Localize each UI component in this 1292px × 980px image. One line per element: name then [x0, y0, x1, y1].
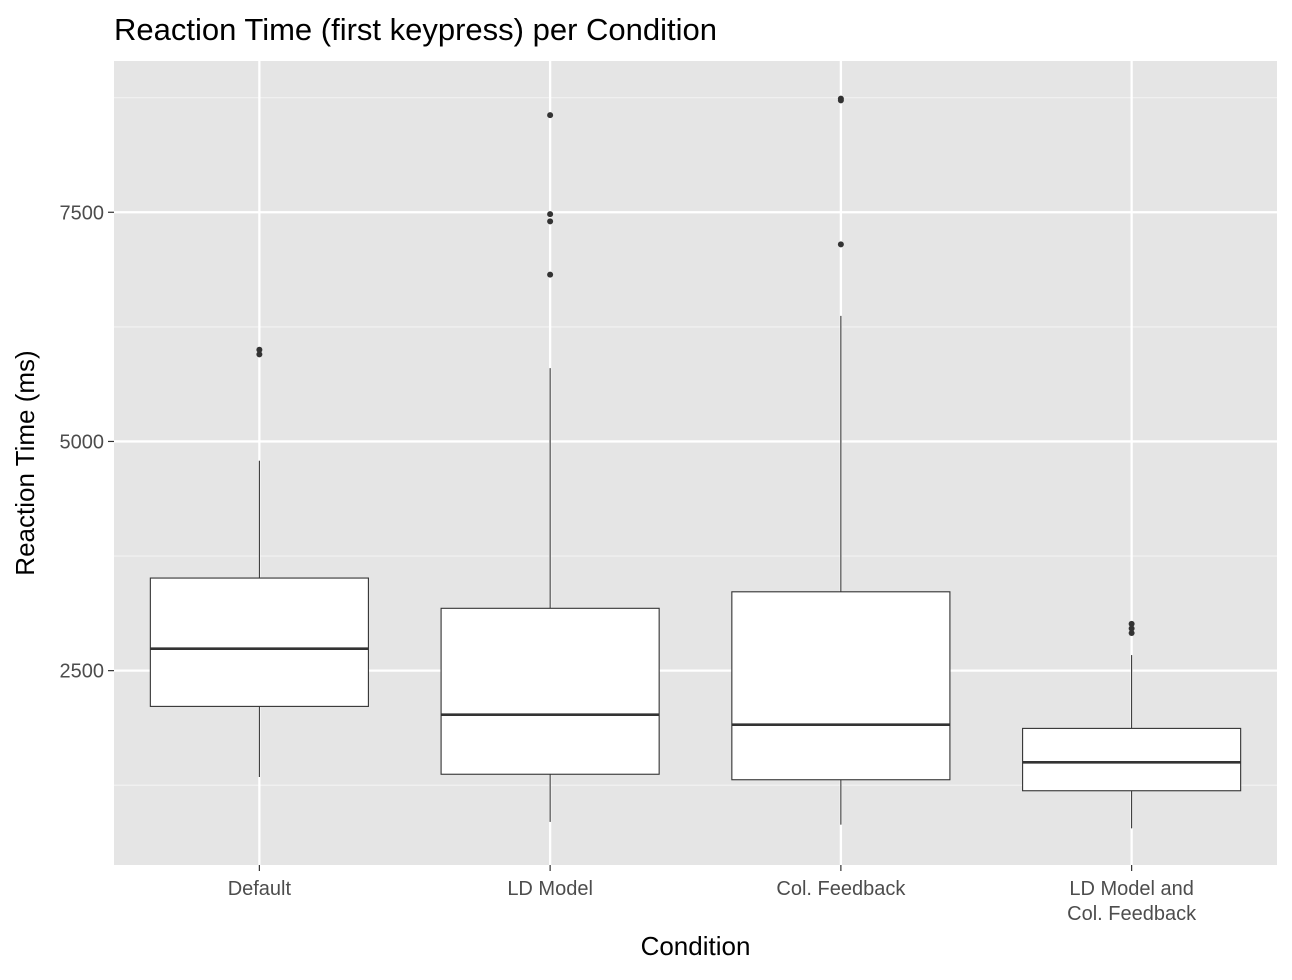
- outlier-point: [1128, 630, 1135, 637]
- x-axis-ticks: Default LD Model Col. Feedback LD Model and…: [228, 865, 1197, 925]
- y-tick-label: 5000: [60, 431, 105, 453]
- box-group: [149, 346, 369, 777]
- x-tick-label-line: Col. Feedback: [776, 878, 906, 900]
- boxes: [149, 95, 1242, 829]
- x-tick-label-line: Col. Feedback: [1067, 903, 1197, 925]
- y-tick-label: 7500: [60, 202, 105, 224]
- x-tick-label-line: LD Model and: [1069, 878, 1194, 900]
- x-axis-title: Condition: [641, 931, 751, 961]
- y-tick-label: 2500: [60, 661, 105, 683]
- box-iqr: [1022, 727, 1242, 792]
- outlier-point: [547, 211, 554, 218]
- box-group: [731, 95, 951, 825]
- outlier-point: [547, 218, 554, 225]
- box-group: [440, 112, 660, 822]
- outlier-point: [547, 112, 554, 119]
- outlier-point: [256, 346, 263, 353]
- chart-title: Reaction Time (first keypress) per Condi…: [114, 12, 717, 47]
- outlier-point: [837, 241, 844, 248]
- x-tick-label: LD Model and Col. Feedback: [1067, 878, 1197, 925]
- y-axis-title: Reaction Time (ms): [10, 350, 40, 575]
- outlier-point: [837, 95, 844, 102]
- outlier-point: [1128, 620, 1135, 627]
- outlier-point: [547, 271, 554, 278]
- y-axis-ticks: 2500 5000 7500: [60, 202, 114, 683]
- outlier-point: [256, 351, 263, 358]
- box-group: [1022, 620, 1242, 829]
- x-tick-label: Col. Feedback: [776, 878, 906, 900]
- box-iqr: [149, 577, 369, 707]
- box-iqr: [440, 607, 660, 775]
- x-tick-label-line: LD Model: [507, 878, 593, 900]
- x-tick-label-line: Default: [228, 878, 292, 900]
- outlier-point: [1128, 625, 1135, 632]
- x-tick-label: LD Model: [507, 878, 593, 900]
- x-tick-label: Default: [228, 878, 292, 900]
- box-iqr: [731, 591, 951, 781]
